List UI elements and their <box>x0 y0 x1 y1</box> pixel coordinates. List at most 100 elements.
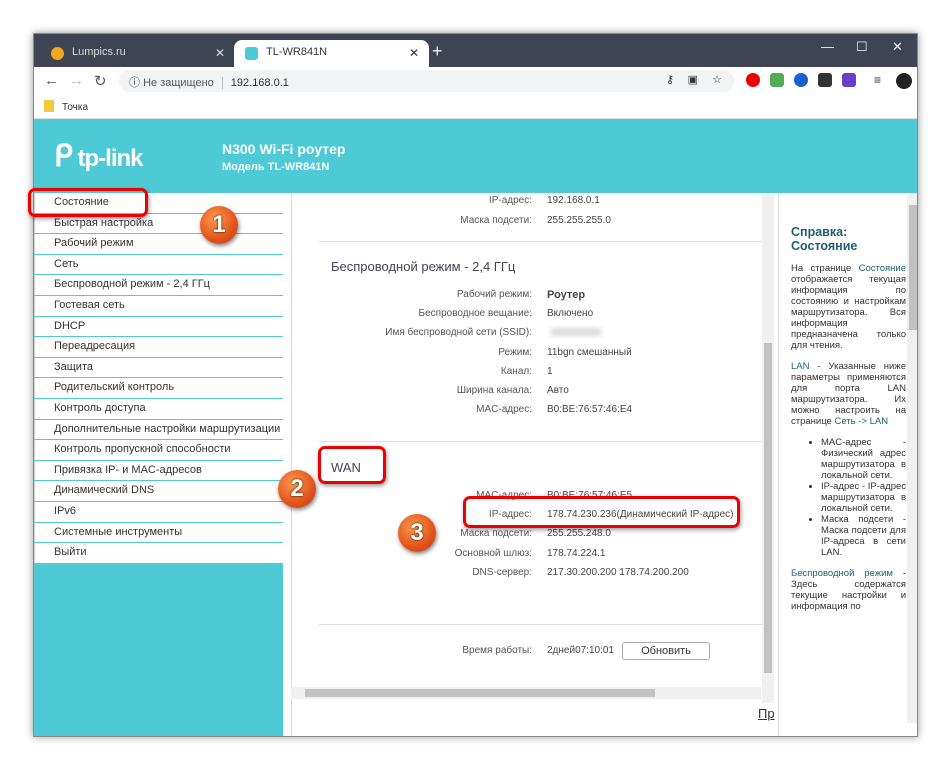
lumpics-favicon-icon <box>51 47 64 60</box>
row-label: DNS-сервер: <box>472 566 532 578</box>
info-icon[interactable]: ⓘ <box>129 77 144 89</box>
tab-title: Lumpics.ru <box>72 46 126 58</box>
music-extension-icon[interactable] <box>770 73 784 87</box>
bookmarks-bar: Точка <box>34 94 917 119</box>
reload-icon[interactable]: ↻ <box>94 73 107 90</box>
translate-icon[interactable]: ▣ <box>687 74 698 86</box>
row-value: 178.74.224.1 <box>547 547 606 559</box>
row-value: 2дней07:10:01 <box>547 645 614 656</box>
key-icon[interactable]: ⚷ <box>665 74 674 86</box>
help-keyword: LAN <box>791 361 810 372</box>
vertical-scrollbar[interactable] <box>762 193 774 703</box>
sidebar-item[interactable]: Динамический DNS <box>34 481 283 501</box>
row-value: 178.74.230.236(Динамический IP-адрес) <box>547 509 734 521</box>
row-value: 1 <box>547 365 553 377</box>
sidebar-item[interactable]: Контроль доступа <box>34 398 283 419</box>
sidebar-item[interactable]: Контроль пропускной способности <box>34 440 283 460</box>
sidebar-item[interactable]: Системные инструменты <box>34 522 283 543</box>
back-icon[interactable]: ← <box>44 72 59 89</box>
row-value: 255.255.255.0 <box>547 214 611 226</box>
annotation-badge-2: 2 <box>278 470 316 508</box>
toolbar: ← → ↻ ⓘ Не защищено 192.168.0.1 ⚷ ▣ ☆ ≡ <box>34 67 917 94</box>
callout-wan-ip <box>463 496 740 528</box>
sidebar-item[interactable]: Сеть <box>34 254 283 275</box>
minimize-button[interactable]: — <box>821 39 834 54</box>
row-label: Рабочий режим: <box>456 289 532 300</box>
row-label: IP-адрес: <box>488 509 532 521</box>
help-link[interactable]: Пр <box>758 706 775 721</box>
bookmark-tochka[interactable]: Точка <box>62 102 89 113</box>
tplink-favicon-icon <box>245 47 258 60</box>
new-tab-button[interactable]: + <box>432 41 443 61</box>
help-text: На странице <box>791 263 852 274</box>
ad-extension-icon[interactable] <box>842 73 856 87</box>
help-scrollbar[interactable] <box>907 193 917 723</box>
sidebar-item[interactable]: DHCP <box>34 316 283 337</box>
status-panel: IP-адрес: 192.168.0.1 Маска подсети: 255.25… <box>291 193 774 736</box>
reading-list-icon[interactable]: ≡ <box>874 73 882 87</box>
tab-lumpics[interactable]: Lumpics.ru ✕ <box>40 40 235 67</box>
help-keyword: Состояние <box>858 263 907 274</box>
avatar[interactable] <box>896 73 912 89</box>
sidebar-item[interactable]: Выйти <box>34 543 283 563</box>
tab-tl-wr841n[interactable]: TL-WR841N ✕ <box>234 40 429 67</box>
help-link-network-lan[interactable]: Сеть -> LAN <box>834 416 889 427</box>
refresh-button[interactable]: Обновить <box>622 642 710 660</box>
maximize-button[interactable]: ☐ <box>856 39 868 54</box>
help-bullet: MAC-адрес - Физический адрес маршрутизат… <box>821 437 906 481</box>
row-value: B0:BE:76:57:46:E5 <box>547 490 633 501</box>
row-value: 11bgn смешанный <box>547 346 632 358</box>
help-text: - Указанные ниже параметры применяются д… <box>791 361 906 427</box>
row-label: IP-адрес: <box>488 195 532 206</box>
row-value: Роутер <box>547 289 586 301</box>
horizontal-scrollbar[interactable] <box>291 687 761 699</box>
sidebar-item[interactable]: Рабочий режим <box>34 234 283 254</box>
help-text: отображается текущая информация по состо… <box>791 274 906 351</box>
tab-title: TL-WR841N <box>266 46 328 58</box>
row-value: 192.168.0.1 <box>547 195 600 206</box>
row-label: Ширина канала: <box>456 385 532 396</box>
row-value: 255.255.248.0 <box>547 528 611 540</box>
help-keyword: Беспроводной режим <box>791 568 893 579</box>
row-value: 217.30.200.200 178.74.200.200 <box>547 566 689 578</box>
row-label: Маска подсети: <box>460 528 532 540</box>
opera-extension-icon[interactable] <box>746 73 760 87</box>
help-bullet: IP-адрес - IP-адрес маршрутизатора в лок… <box>821 481 906 514</box>
forward-icon[interactable]: → <box>69 72 84 89</box>
blurred-ssid <box>550 328 602 336</box>
row-label: Маска подсети: <box>460 214 532 226</box>
help-panel: Справка: Состояние На странице Состояние… <box>778 193 917 736</box>
close-tab-icon[interactable]: ✕ <box>408 46 419 60</box>
sidebar-item[interactable]: Привязка IP- и MAC-адресов <box>34 460 283 481</box>
url-text: 192.168.0.1 <box>230 77 289 89</box>
row-label: Основной шлюз: <box>454 547 532 559</box>
security-label: Не защищено <box>143 77 223 89</box>
globe-extension-icon[interactable] <box>794 73 808 87</box>
divider <box>319 241 762 242</box>
row-value: B0:BE:76:57:46:E4 <box>547 404 633 416</box>
divider <box>319 441 762 442</box>
sidebar-item[interactable]: Дополнительные настройки маршрутизации <box>34 419 283 440</box>
sidebar-item[interactable]: Беспроводной режим - 2,4 ГГц <box>34 275 283 295</box>
address-bar[interactable]: ⓘ Не защищено 192.168.0.1 ⚷ ▣ ☆ <box>119 70 734 92</box>
row-label: Канал: <box>500 365 532 377</box>
row-value: Включено <box>547 308 594 320</box>
close-tab-icon[interactable]: ✕ <box>214 46 225 60</box>
annotation-badge-3: 3 <box>398 514 436 552</box>
star-icon[interactable]: ☆ <box>712 74 722 86</box>
row-label: MAC-адрес: <box>476 404 532 416</box>
close-window-button[interactable]: ✕ <box>892 39 903 54</box>
sidebar-item[interactable]: IPv6 <box>34 501 283 522</box>
tab-bar: Lumpics.ru ✕ TL-WR841N ✕ + — ☐ ✕ <box>34 34 917 67</box>
extension-icon[interactable] <box>818 73 832 87</box>
folder-icon <box>44 100 54 112</box>
divider <box>319 624 762 625</box>
sidebar-item[interactable]: Защита <box>34 357 283 378</box>
router-model: Модель TL-WR841N <box>222 161 330 173</box>
help-text: - Здесь содержатся текущие настройки и и… <box>791 568 906 612</box>
sidebar-item[interactable]: Переадресация <box>34 337 283 357</box>
row-label: MAC-адрес: <box>476 490 532 501</box>
row-label: Режим: <box>498 346 532 358</box>
sidebar-item[interactable]: Гостевая сеть <box>34 295 283 316</box>
sidebar-item[interactable]: Родительский контроль <box>34 378 283 398</box>
